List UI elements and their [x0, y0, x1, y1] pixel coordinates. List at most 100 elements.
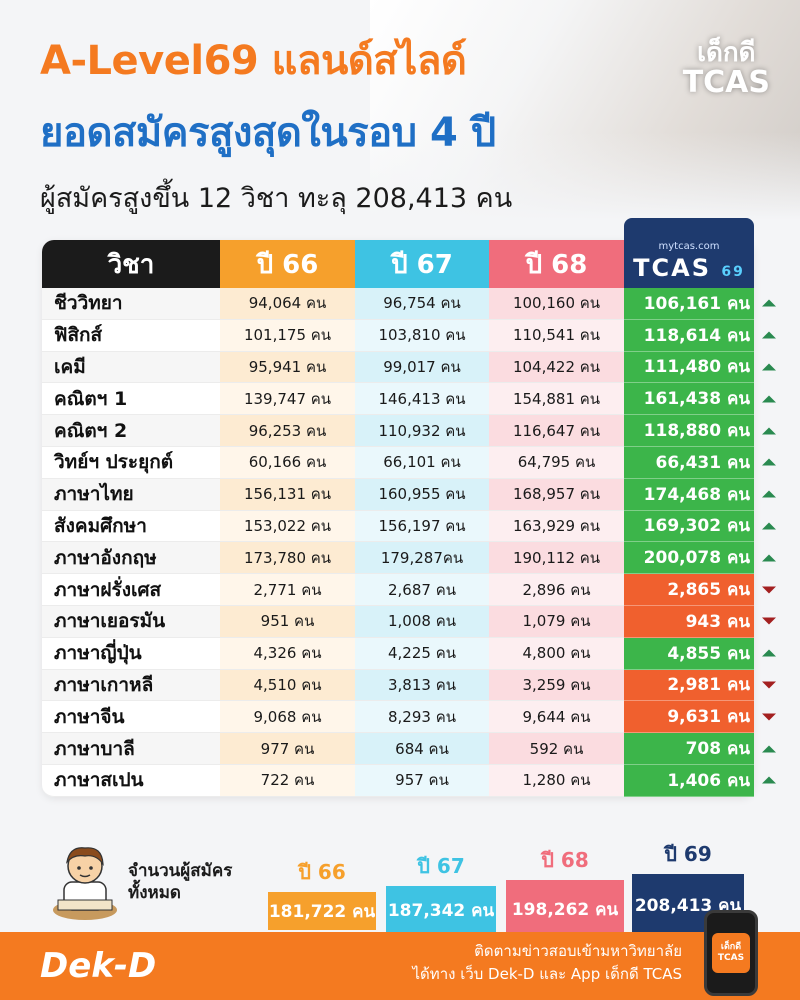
- year-66-cell: 101,175 คน: [220, 319, 355, 352]
- year-66-cell-text: 2,771 คน: [253, 580, 322, 599]
- year-67-cell-text: 96,754 คน: [383, 294, 461, 313]
- header-tcas69-logo: mytcas.com TCAS 69: [624, 218, 754, 288]
- table-row: ภาษาอังกฤษ 173,780 คน 179,287คน 190,112 คน 2…: [42, 542, 776, 575]
- year-68-cell-text: 1,079 คน: [522, 612, 591, 631]
- year-67-cell-text: 179,287คน: [380, 548, 464, 567]
- logo-line-2: TCAS: [682, 65, 770, 101]
- year-66-cell: 4,326 คน: [220, 637, 355, 670]
- year-68-cell: 190,112 คน: [489, 542, 624, 575]
- trend-up-icon: [762, 331, 776, 339]
- table-header: วิชา ปี 66 ปี 67 ปี 68 mytcas.com TCAS 6…: [42, 218, 754, 288]
- year-68-cell: 116,647 คน: [489, 415, 624, 447]
- year-67-cell: 2,687 คน: [355, 574, 489, 606]
- year-68-cell-text: 100,160 คน: [512, 294, 601, 313]
- year-67-cell-text: 160,955 คน: [378, 485, 466, 504]
- year-68-cell-text: 2,896 คน: [522, 580, 591, 599]
- year-68-cell: 104,422 คน: [489, 351, 624, 384]
- year-66-cell-text: 4,326 คน: [253, 644, 322, 663]
- year-68-cell: 168,957 คน: [489, 478, 624, 511]
- year-69-cell-text: 2,865 คน: [667, 580, 750, 601]
- year-66-cell: 9,068 คน: [220, 701, 355, 734]
- year-67-cell-text: 1,008 คน: [388, 612, 456, 631]
- subject-cell-text: คณิตฯ 1: [54, 387, 128, 410]
- year-66-cell-text: 101,175 คน: [243, 326, 332, 345]
- year-69-cell: 111,480 คน: [624, 351, 776, 384]
- year-69-cell: 161,438 คน: [624, 383, 776, 416]
- year-67-cell-text: 3,813 คน: [388, 675, 456, 694]
- year-69-cell-text: 118,880 คน: [643, 421, 750, 442]
- year-68-cell: 154,881 คน: [489, 383, 624, 416]
- year-66-cell-text: 153,022 คน: [243, 516, 332, 535]
- year-66-cell: 156,131 คน: [220, 478, 355, 511]
- year-66-cell-text: 139,747 คน: [243, 389, 332, 408]
- subject-cell-text: ฟิสิกส์: [54, 324, 103, 347]
- year-68-cell: 3,259 คน: [489, 669, 624, 702]
- subject-cell: สังคมศึกษา: [42, 511, 220, 543]
- totals-section: จำนวนผู้สมัคร ทั้งหมด ปี 66 181,722 คน ป…: [0, 832, 800, 938]
- trend-up-icon: [762, 363, 776, 371]
- total-value: 198,262 คน: [506, 880, 624, 938]
- year-69-cell-text: 161,438 คน: [643, 389, 750, 410]
- year-67-cell-text: 110,932 คน: [378, 421, 466, 440]
- year-66-cell: 951 คน: [220, 605, 355, 638]
- year-66-cell-text: 95,941 คน: [248, 357, 327, 376]
- table-row: เคมี 95,941 คน 99,017 คน 104,422 คน 111,480 …: [42, 351, 776, 384]
- year-66-cell-text: 977 คน: [260, 739, 315, 758]
- year-66-cell: 60,166 คน: [220, 446, 355, 479]
- year-69-cell: 4,855 คน: [624, 637, 776, 670]
- subject-cell: ภาษาสเปน: [42, 765, 220, 797]
- year-66-cell: 95,941 คน: [220, 351, 355, 384]
- year-67-cell-text: 684 คน: [395, 739, 449, 758]
- year-69-cell-text: 169,302 คน: [643, 516, 750, 537]
- year-68-cell: 2,896 คน: [489, 574, 624, 606]
- subtitle: ผู้สมัครสูงขึ้น 12 วิชา ทะลุ 208,413 คน: [40, 183, 513, 214]
- year-69-cell-text: 2,981 คน: [667, 675, 750, 696]
- trend-up-icon: [762, 649, 776, 657]
- year-69-cell: 118,614 คน: [624, 319, 776, 352]
- year-66-cell-text: 156,131 คน: [243, 485, 332, 504]
- year-68-cell-text: 110,541 คน: [512, 326, 601, 345]
- subject-cell-text: ภาษาฝรั่งเศส: [54, 578, 162, 601]
- subject-cell: วิทย์ฯ ประยุกต์: [42, 447, 220, 479]
- year-67-cell: 179,287คน: [355, 542, 489, 575]
- trend-down-icon: [762, 586, 776, 594]
- app-name-line-2: TCAS: [717, 953, 745, 963]
- year-67-cell: 3,813 คน: [355, 669, 489, 702]
- year-67-cell: 96,754 คน: [355, 288, 489, 320]
- follow-text: ติดตามข่าวสอบเข้ามหาวิทยาลัย ได้ทาง เว็บ…: [413, 940, 682, 987]
- title-line-2: ยอดสมัครสูงสุดในรอบ 4 ปี: [40, 110, 496, 156]
- year-66-cell: 4,510 คน: [220, 669, 355, 702]
- logo-line-1: เด็กดี: [697, 38, 756, 68]
- table-row: ภาษาจีน 9,068 คน 8,293 คน 9,644 คน 9,631 คน: [42, 701, 776, 734]
- year-66-cell: 2,771 คน: [220, 574, 355, 606]
- year-66-cell-text: 4,510 คน: [253, 675, 322, 694]
- total-year-label: ปี 69: [664, 842, 712, 866]
- subject-cell: ภาษาฝรั่งเศส: [42, 574, 220, 606]
- table-row: ภาษาเกาหลี 4,510 คน 3,813 คน 3,259 คน 2,981 …: [42, 669, 776, 702]
- total-year-68: ปี 68 198,262 คน: [506, 844, 624, 938]
- subject-cell: คณิตฯ 2: [42, 415, 220, 447]
- header-subject: วิชา: [42, 240, 220, 288]
- table-row: ชีววิทยา 94,064 คน 96,754 คน 100,160 คน 106,…: [42, 288, 776, 320]
- totals-label: จำนวนผู้สมัคร ทั้งหมด: [128, 860, 232, 904]
- subject-cell-text: ภาษาบาลี: [54, 737, 135, 760]
- subject-cell-text: คณิตฯ 2: [54, 419, 128, 442]
- totals-label-line-1: จำนวนผู้สมัคร: [128, 861, 233, 881]
- year-68-cell-text: 190,112 คน: [512, 548, 601, 567]
- year-69-cell: 66,431 คน: [624, 446, 776, 479]
- year-68-cell-text: 154,881 คน: [512, 389, 601, 408]
- subject-cell-text: ภาษาสเปน: [54, 769, 144, 792]
- year-69-cell-text: 943 คน: [685, 611, 750, 632]
- year-66-cell-text: 96,253 คน: [248, 421, 327, 440]
- trend-up-icon: [762, 776, 776, 784]
- total-year-67: ปี 67 187,342 คน: [386, 850, 496, 934]
- total-value: 187,342 คน: [386, 886, 496, 934]
- year-69-cell-text: 111,480 คน: [643, 357, 750, 378]
- year-69-cell-text: 66,431 คน: [655, 452, 750, 473]
- year-69-cell: 200,078 คน: [624, 542, 776, 575]
- year-68-cell: 592 คน: [489, 733, 624, 765]
- table-row: ภาษาเยอรมัน 951 คน 1,008 คน 1,079 คน 943 คน: [42, 605, 776, 638]
- total-value: 181,722 คน: [268, 892, 376, 930]
- year-69-cell: 106,161 คน: [624, 288, 776, 320]
- table-row: ภาษาสเปน 722 คน 957 คน 1,280 คน 1,406 คน: [42, 764, 776, 797]
